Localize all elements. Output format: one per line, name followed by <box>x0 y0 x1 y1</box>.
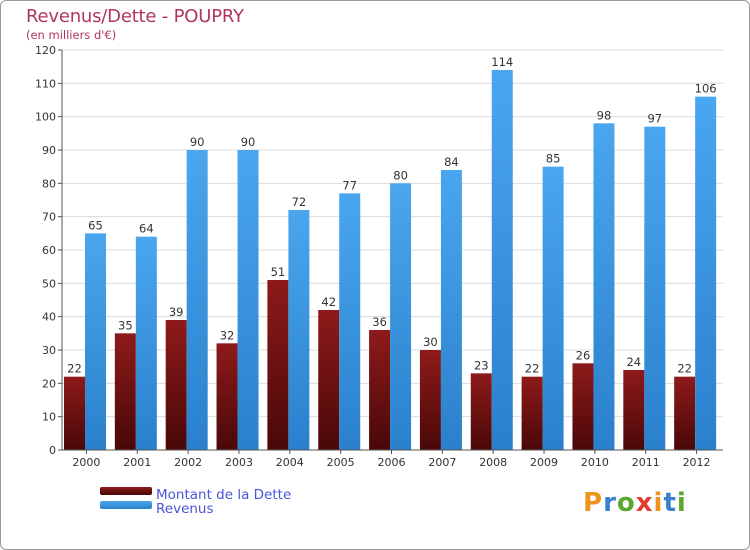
x-tick-label: 2005 <box>327 456 355 469</box>
bar-revenus <box>237 150 259 450</box>
y-tick-label: 100 <box>35 111 56 124</box>
bar-dette <box>572 363 594 450</box>
data-label-revenus: 72 <box>292 195 307 209</box>
data-label-dette: 36 <box>372 315 387 329</box>
bar-revenus <box>440 170 462 450</box>
logo-letter: P <box>583 488 604 518</box>
y-tick-label: 40 <box>42 311 56 324</box>
y-tick-label: 20 <box>42 377 56 390</box>
y-tick-label: 90 <box>42 144 56 157</box>
x-tick-label: 2006 <box>378 456 406 469</box>
x-tick-label: 2000 <box>72 456 100 469</box>
bar-dette <box>64 376 85 450</box>
x-tick-label: 2002 <box>174 456 202 469</box>
x-tick-label: 2010 <box>581 456 609 469</box>
data-label-revenus: 65 <box>88 218 103 232</box>
chart-title: Revenus/Dette - POUPRY <box>26 6 244 27</box>
data-label-dette: 51 <box>271 265 286 279</box>
y-tick-label: 0 <box>49 444 56 457</box>
data-label-revenus: 106 <box>695 82 717 96</box>
bar-revenus <box>85 233 106 450</box>
data-label-revenus: 85 <box>546 152 561 166</box>
bar-revenus <box>390 183 412 451</box>
chart-subtitle: (en milliers d'€) <box>26 28 117 42</box>
bar-revenus <box>695 96 717 451</box>
data-label-revenus: 80 <box>393 168 408 182</box>
data-label-revenus: 64 <box>139 222 154 236</box>
y-tick-label: 80 <box>42 177 56 190</box>
data-label-revenus: 98 <box>597 108 612 122</box>
x-tick-label: 2011 <box>632 456 660 469</box>
x-tick-label: 2004 <box>276 456 304 469</box>
proxiti-logo: Proxiti <box>583 488 687 518</box>
x-tick-label: 2003 <box>225 456 253 469</box>
bar-dette <box>419 350 441 450</box>
legend-label-revenus: Revenus <box>156 501 214 517</box>
data-label-dette: 22 <box>677 362 692 376</box>
legend-swatch-dette <box>100 487 152 495</box>
legend-swatch-revenus <box>100 501 152 509</box>
data-label-revenus: 90 <box>190 135 205 149</box>
bar-dette <box>165 320 187 450</box>
data-label-dette: 26 <box>576 348 591 362</box>
data-label-dette: 23 <box>474 358 489 372</box>
bar-revenus <box>288 210 310 450</box>
data-label-revenus: 97 <box>647 112 662 126</box>
data-label-revenus: 77 <box>342 178 357 192</box>
logo-letter: o <box>616 488 636 518</box>
axis-layer: 0 10 20 30 40 50 60 70 80 90 100 110 120 2000 2001 2002… <box>35 44 723 469</box>
bar-revenus <box>644 126 666 451</box>
data-label-dette: 39 <box>169 305 184 319</box>
bar-dette <box>521 376 543 450</box>
bar-dette <box>267 280 289 450</box>
bar-revenus <box>491 70 513 450</box>
y-tick-label: 10 <box>42 411 56 424</box>
bar-dette <box>470 373 492 450</box>
x-tick-label: 2007 <box>428 456 456 469</box>
x-tick-label: 2012 <box>683 456 711 469</box>
data-label-revenus: 114 <box>491 55 513 69</box>
logo-letter: i <box>676 488 687 518</box>
bar-revenus <box>135 236 157 450</box>
bar-revenus <box>186 150 208 450</box>
data-label-dette: 22 <box>67 362 82 376</box>
data-label-dette: 30 <box>423 335 438 349</box>
bar-dette <box>369 330 391 450</box>
bar-revenus <box>542 166 564 450</box>
bar-layer: 22 65 35 64 39 90 32 90 51 72 42 77 36 80 30 84 23 114 22 8… <box>64 55 717 451</box>
bar-dette <box>674 376 696 450</box>
bar-revenus <box>339 193 361 451</box>
bar-dette <box>114 333 136 450</box>
logo-letter: i <box>653 488 664 518</box>
bar-dette <box>623 370 645 450</box>
y-tick-label: 110 <box>35 77 56 90</box>
data-label-dette: 32 <box>220 328 235 342</box>
y-tick-label: 70 <box>42 211 56 224</box>
y-tick-label: 60 <box>42 244 56 257</box>
x-tick-label: 2009 <box>530 456 558 469</box>
logo-letter: r <box>603 488 617 518</box>
data-label-dette: 42 <box>321 295 336 309</box>
data-label-dette: 22 <box>525 362 540 376</box>
data-label-dette: 35 <box>118 318 133 332</box>
legend-label-dette: Montant de la Dette <box>156 487 292 503</box>
bar-dette <box>318 310 340 450</box>
y-tick-label: 120 <box>35 44 56 57</box>
logo-letter: t <box>663 488 677 518</box>
data-label-revenus: 90 <box>241 135 256 149</box>
x-tick-label: 2001 <box>123 456 151 469</box>
y-tick-label: 30 <box>42 344 56 357</box>
logo-letter: x <box>635 488 654 518</box>
bar-dette <box>216 343 238 450</box>
data-label-revenus: 84 <box>444 155 459 169</box>
data-label-dette: 24 <box>626 355 641 369</box>
y-tick-label: 50 <box>42 277 56 290</box>
bar-revenus <box>593 123 615 450</box>
x-tick-label: 2008 <box>479 456 507 469</box>
